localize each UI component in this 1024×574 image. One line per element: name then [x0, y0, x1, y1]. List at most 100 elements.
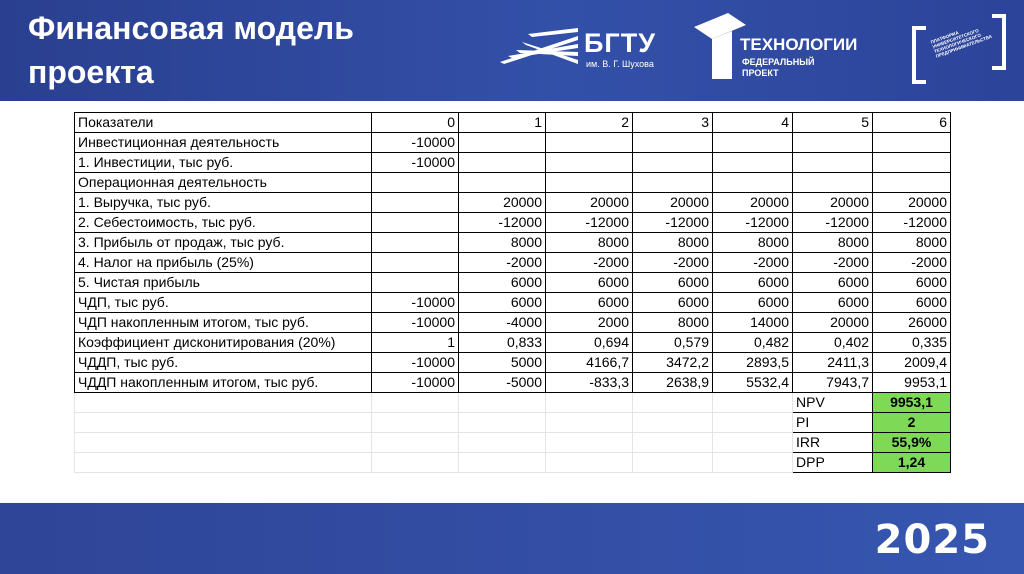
platform-text: ПЛАТФОРМА УНИВЕРСИТЕТСКОГО ТЕХНОЛОГИЧЕСК… [930, 27, 993, 59]
value-cell: 8000 [872, 232, 951, 253]
empty-cell [632, 452, 713, 473]
value-cell: -10000 [371, 292, 459, 313]
value-cell: 0,335 [872, 332, 951, 353]
value-cell [371, 252, 459, 273]
empty-cell [371, 452, 459, 473]
tech-name: ТЕХНОЛОГИИ [740, 35, 858, 54]
value-cell: 0,694 [545, 332, 633, 353]
table-row: ЧДДП накопленным итогом, тыс руб. -10000-… [74, 372, 951, 393]
value-cell: 20000 [632, 192, 713, 213]
value-cell: -12000 [872, 212, 951, 233]
empty-cell [74, 412, 372, 433]
empty-cell [632, 412, 713, 433]
row-label-cell: 5. Чистая прибыль [74, 272, 372, 293]
value-cell: -2000 [458, 252, 546, 273]
tech-sub-2: ПРОЕКТ [742, 68, 779, 78]
value-cell [632, 152, 713, 173]
summary-value: 1,24 [872, 452, 951, 473]
value-cell: -4000 [458, 312, 546, 333]
value-cell [872, 132, 951, 153]
empty-cell [712, 432, 793, 453]
value-cell [872, 152, 951, 173]
value-cell: 20000 [458, 192, 546, 213]
year-label: 2025 [874, 517, 990, 563]
empty-cell [545, 432, 633, 453]
platform-bracket-left-icon [912, 26, 926, 84]
table-row: Операционная деятельность [74, 172, 951, 193]
value-cell: 2000 [545, 312, 633, 333]
value-cell: 6000 [872, 292, 951, 313]
summary-key: DPP [792, 452, 873, 473]
title-line-2: проекта [28, 54, 154, 90]
value-cell: 8000 [632, 232, 713, 253]
tech-emblem-icon [694, 13, 746, 79]
value-cell: 2893,5 [712, 352, 793, 373]
value-cell [792, 172, 873, 193]
table-row: 4. Налог на прибыль (25%) -2000 -2000 -2000… [74, 252, 951, 273]
row-label-cell: Инвестиционная деятельность [74, 132, 372, 153]
row-label-cell: 4. Налог на прибыль (25%) [74, 252, 372, 273]
table-row: 5. Чистая прибыль 6000 6000 6000 6000 6000 600… [74, 272, 951, 293]
value-cell: 6000 [632, 292, 713, 313]
bgtu-logo: БГТУ им. В. Г. Шухова [498, 24, 670, 76]
value-cell: 8000 [792, 232, 873, 253]
value-cell: 0,833 [458, 332, 546, 353]
row-label-cell: Операционная деятельность [74, 172, 372, 193]
table-row: 2. Себестоимость, тыс руб. -12000 -12000 -1… [74, 212, 951, 233]
empty-cell [632, 432, 713, 453]
value-cell: -2000 [792, 252, 873, 273]
value-cell [632, 132, 713, 153]
value-cell: 0,482 [712, 332, 793, 353]
value-cell: -10000 [371, 152, 459, 173]
value-cell: -10000 [371, 312, 459, 333]
value-cell: -10000 [371, 132, 459, 153]
value-cell [371, 232, 459, 253]
value-cell: 2638,9 [632, 372, 713, 393]
value-cell: 5 [792, 112, 873, 133]
value-cell: -833,3 [545, 372, 633, 393]
value-cell: -12000 [632, 212, 713, 233]
empty-cell [632, 392, 713, 413]
value-cell: -12000 [712, 212, 793, 233]
table-row: Инвестиционная деятельность -10000 [74, 132, 951, 153]
value-cell: 8000 [712, 232, 793, 253]
value-cell: 5532,4 [712, 372, 793, 393]
value-cell: -10000 [371, 372, 459, 393]
table-row: ЧДП, тыс руб. -10000 6000 6000 6000 6000 6000 6… [74, 292, 951, 313]
row-label-cell: 1. Инвестиции, тыс руб. [74, 152, 372, 173]
value-cell: 8000 [458, 232, 546, 253]
table-row: 3. Прибыль от продаж, тыс руб. 8000 8000 80… [74, 232, 951, 253]
value-cell [458, 132, 546, 153]
value-cell: 4166,7 [545, 352, 633, 373]
value-cell: 1 [458, 112, 546, 133]
value-cell: 20000 [792, 192, 873, 213]
value-cell: -10000 [371, 352, 459, 373]
value-cell: -12000 [545, 212, 633, 233]
empty-cell [74, 432, 372, 453]
platform-logo: ПЛАТФОРМА УНИВЕРСИТЕТСКОГО ТЕХНОЛОГИЧЕСК… [912, 14, 1008, 84]
empty-cell [712, 452, 793, 473]
value-cell [371, 212, 459, 233]
value-cell: -2000 [632, 252, 713, 273]
value-cell: 6000 [458, 292, 546, 313]
empty-cell [458, 432, 546, 453]
empty-cell [545, 452, 633, 473]
value-cell: -12000 [792, 212, 873, 233]
table-row: ЧДДП, тыс руб. -10000 5000 4166,7 3472,2 2893… [74, 352, 951, 373]
financial-table: Показатели 0 1 2 3 4 5 6 Инвестиционная деятельн… [74, 112, 951, 473]
page-title: Финансовая модель проекта [28, 6, 354, 94]
empty-cell [545, 412, 633, 433]
bgtu-emblem-icon [500, 28, 578, 64]
value-cell: -2000 [712, 252, 793, 273]
row-label-cell: ЧДДП, тыс руб. [74, 352, 372, 373]
value-cell [712, 132, 793, 153]
table-row: Коэффициент дисконитирования (20%) 1 0,833… [74, 332, 951, 353]
value-cell: 14000 [712, 312, 793, 333]
value-cell [632, 172, 713, 193]
row-label-cell: 1. Выручка, тыс руб. [74, 192, 372, 213]
value-cell [545, 132, 633, 153]
footer-banner: 2025 [0, 503, 1024, 574]
empty-cell [371, 392, 459, 413]
row-label-cell: Коэффициент дисконитирования (20%) [74, 332, 372, 353]
value-cell: -2000 [872, 252, 951, 273]
